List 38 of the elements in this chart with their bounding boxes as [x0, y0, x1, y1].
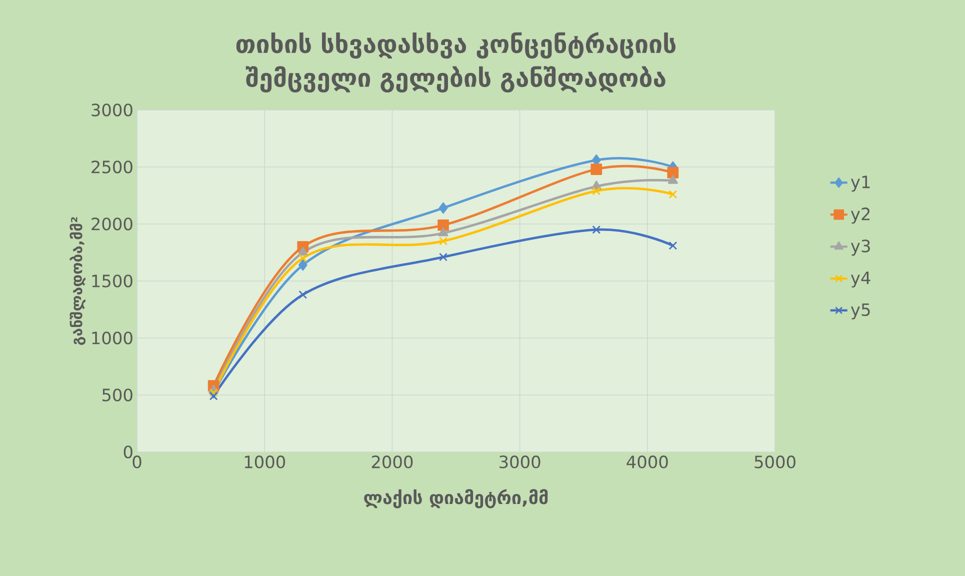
point — [667, 167, 679, 178]
y-tick-label: 0 — [124, 446, 132, 458]
x-tick-label: 4000 — [626, 455, 668, 468]
y-tick-label: 500 — [102, 388, 132, 402]
point — [438, 219, 449, 231]
legend-label: y5 — [850, 303, 870, 320]
point — [668, 241, 678, 250]
point — [298, 290, 308, 299]
point — [668, 174, 678, 184]
y-tick-label: 2500 — [92, 160, 132, 174]
point — [590, 164, 602, 175]
point — [439, 236, 448, 246]
y-tick-label: 2000 — [92, 218, 132, 230]
x-tick-label: 3000 — [500, 455, 540, 468]
chart-title: თიხის სხვადასხვა კონცენტრაციის შემცველი გელების განშლადობა — [236, 32, 676, 92]
x-tick-label: 5000 — [754, 455, 796, 468]
x-tick-label: 1000 — [244, 455, 286, 468]
x-axis-title: ლაქის დიამეტრი,მმ — [364, 489, 548, 508]
legend-label: y4 — [850, 272, 870, 288]
point — [592, 186, 601, 196]
point — [209, 392, 218, 400]
point — [298, 259, 308, 271]
legend-label: y2 — [850, 208, 870, 224]
x-tick-label: 2000 — [372, 455, 413, 468]
legend-label: y3 — [850, 240, 870, 256]
y-tick-label: 1000 — [92, 332, 132, 344]
legend-label: y1 — [850, 176, 870, 192]
y-tick-label: 3000 — [92, 104, 132, 116]
x-tick-label: 0 — [132, 455, 142, 468]
point — [439, 252, 448, 262]
point — [438, 227, 448, 236]
point — [668, 190, 678, 199]
point — [298, 254, 308, 262]
y-axis-title: განშლადობა,მმ² — [70, 217, 86, 345]
point — [592, 225, 601, 234]
y-tick-label: 1500 — [92, 274, 132, 288]
point — [438, 202, 448, 214]
point — [298, 246, 308, 256]
